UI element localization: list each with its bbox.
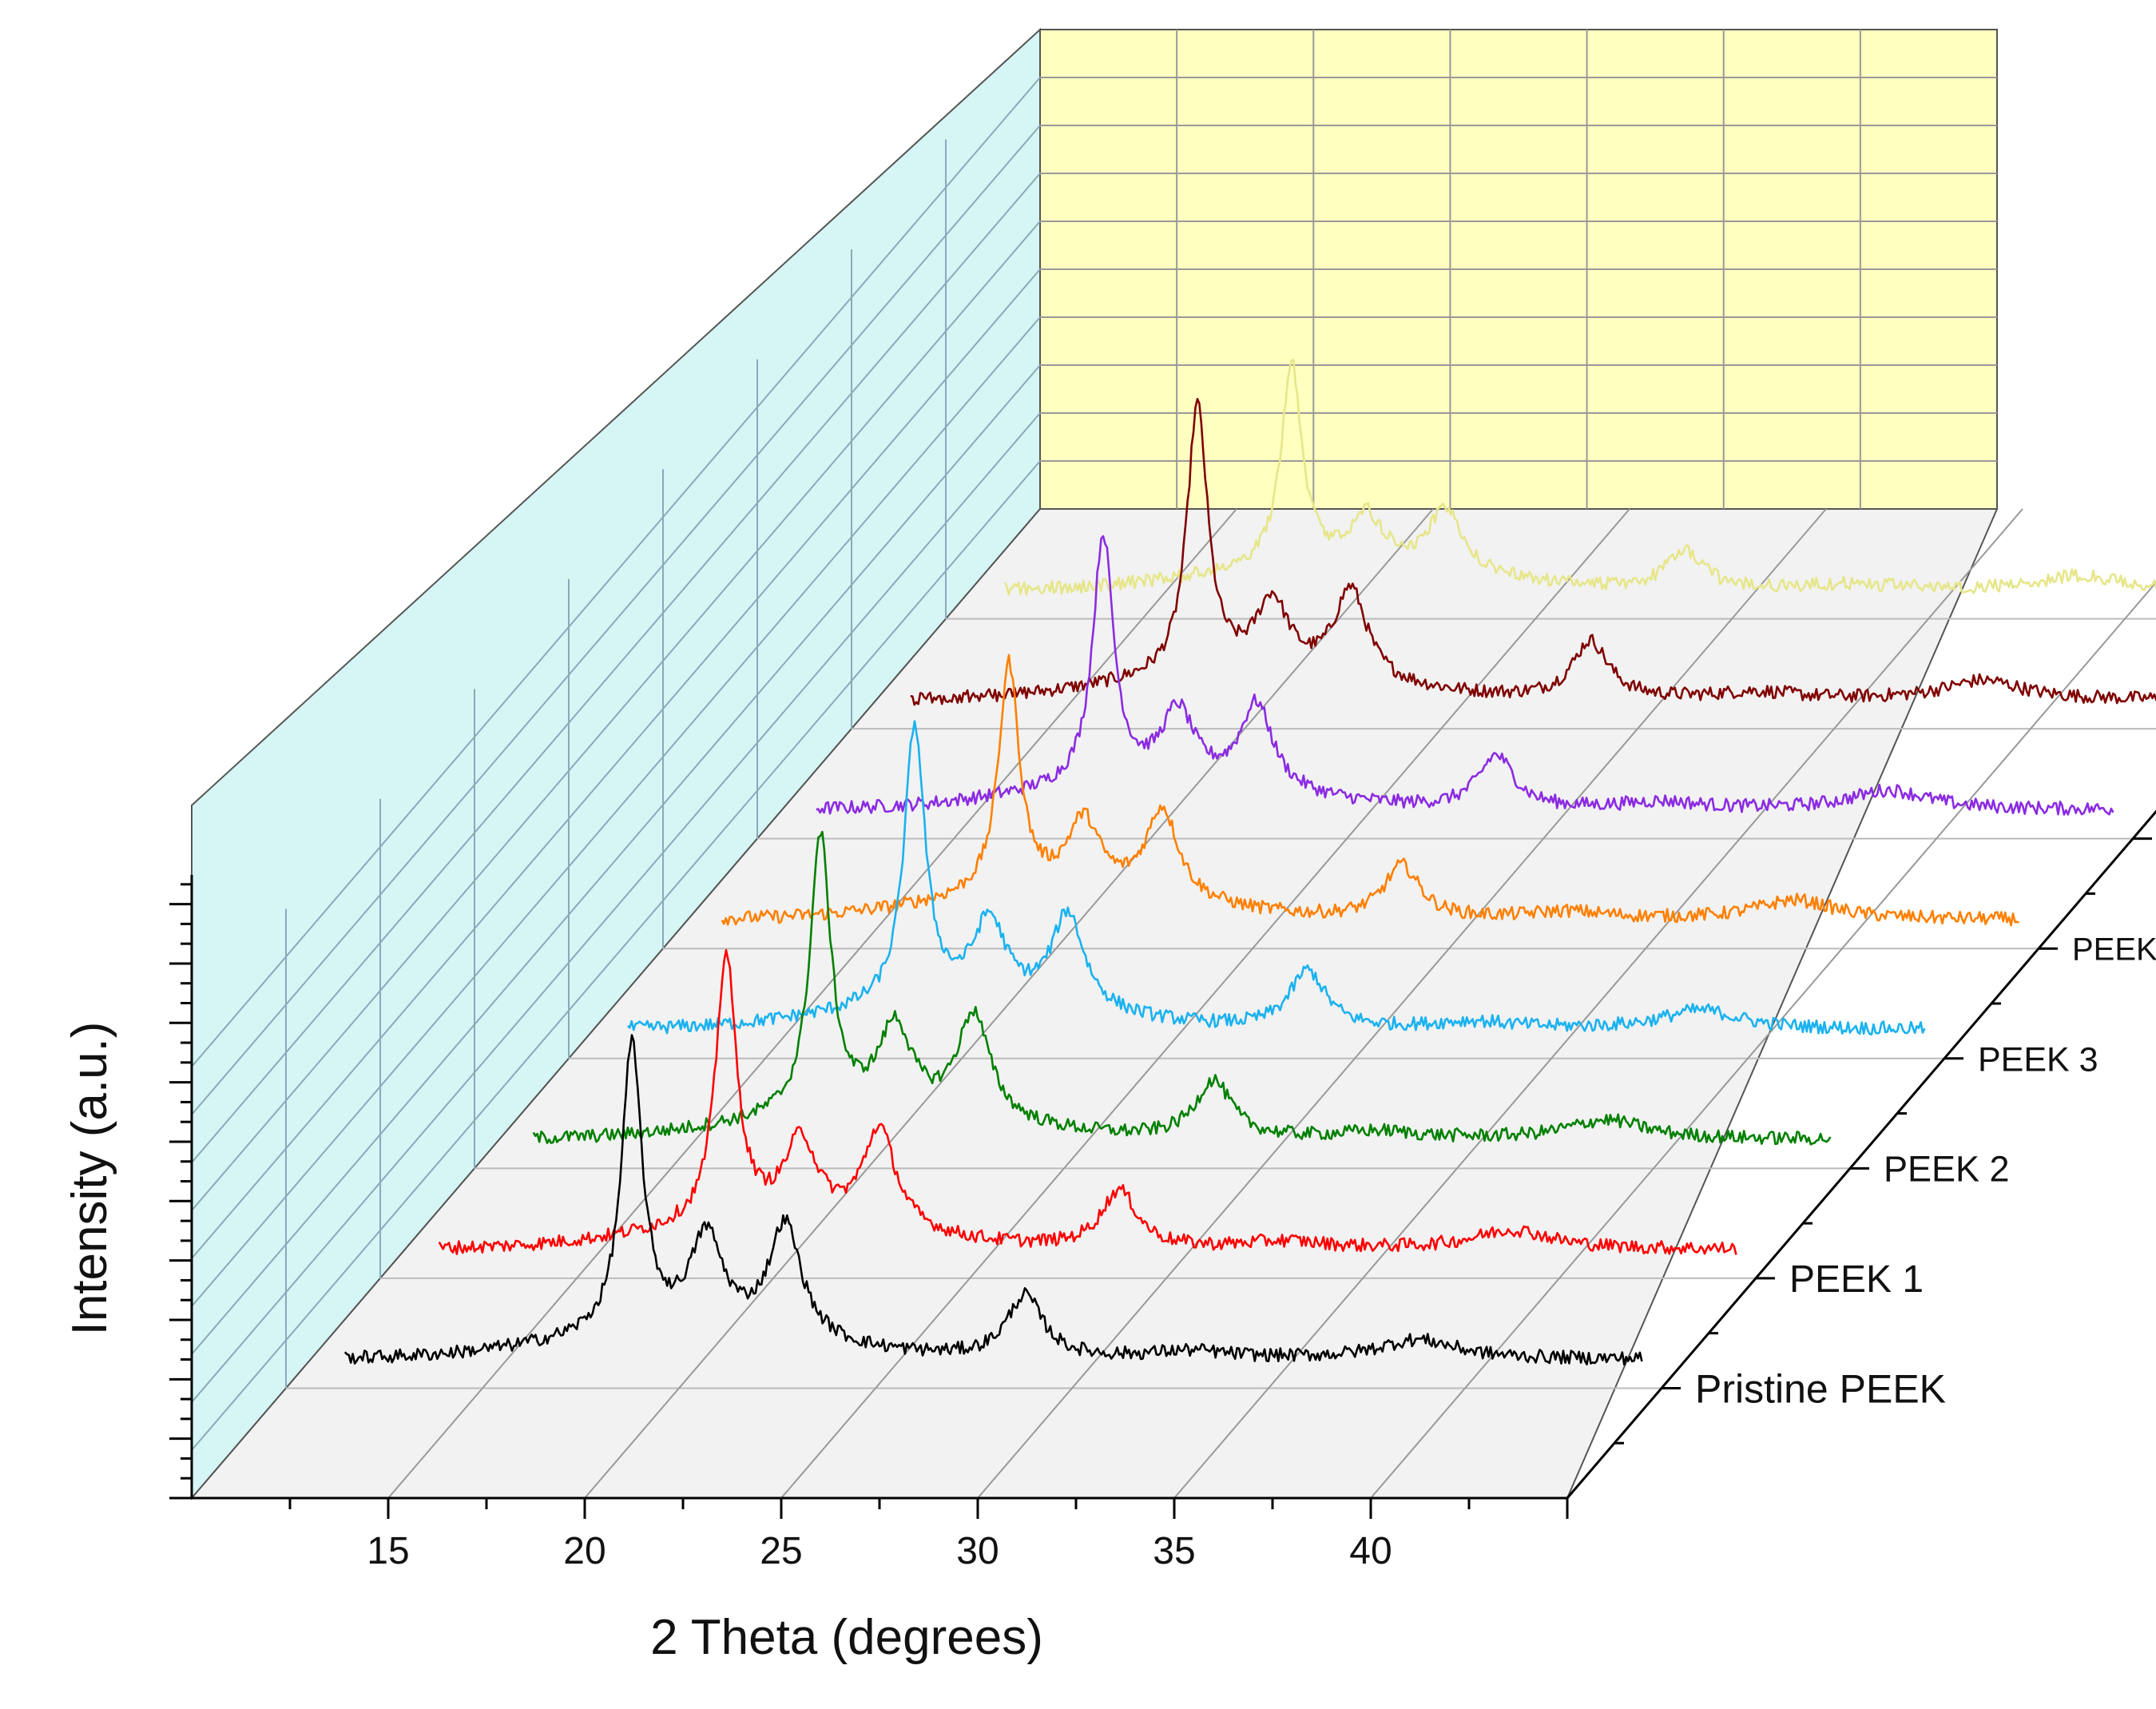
series-layer xyxy=(343,359,2156,1366)
x-tick-label: 20 xyxy=(563,1530,606,1572)
series-label-peek-4: PEEK 4 xyxy=(2072,932,2156,968)
floor-gridline xyxy=(387,508,1237,1499)
side-wall-gridline xyxy=(191,221,1041,1211)
floor-gridline xyxy=(584,508,1434,1499)
series-label-pristine-peek: Pristine PEEK xyxy=(1695,1366,1946,1411)
series-line-peek-4 xyxy=(721,654,2019,927)
side-wall-gridline xyxy=(191,412,1041,1403)
x-tick-label: 30 xyxy=(956,1530,999,1572)
grid-layer xyxy=(191,30,1997,1451)
x-tick-label: 25 xyxy=(760,1530,802,1572)
series-line-pristine-peek xyxy=(343,1034,1643,1366)
x-tick-label: 35 xyxy=(1153,1530,1195,1572)
series-line-peek-1 xyxy=(438,948,1737,1255)
series-label-peek-1: PEEK 1 xyxy=(1789,1258,1924,1301)
axis-layer: 15 20 25 30 35 40 2 Theta (degrees) Intensity (… xyxy=(62,809,2156,1665)
x-tick-label: 15 xyxy=(367,1530,409,1572)
side-wall-gridline xyxy=(191,268,1041,1259)
series-line-peek-7 xyxy=(1003,359,2156,596)
floor-gridline xyxy=(1173,508,2023,1499)
side-wall-gridline xyxy=(191,125,1041,1115)
series-line-peek-3 xyxy=(626,720,1926,1036)
y-axis-title: Intensity (a.u.) xyxy=(62,1022,117,1336)
series-line-peek-6 xyxy=(910,398,2156,706)
series-label-peek-2: PEEK 2 xyxy=(1884,1149,2010,1190)
side-wall-gridline xyxy=(191,364,1041,1355)
side-wall-gridline xyxy=(191,460,1041,1451)
floor-lines xyxy=(286,508,2156,1499)
series-label-peek-3: PEEK 3 xyxy=(1978,1040,2098,1079)
floor-gridline xyxy=(977,508,1827,1499)
side-wall-gridline xyxy=(191,173,1041,1163)
series-line-peek-5 xyxy=(816,535,2114,816)
side-wall-gridline xyxy=(191,316,1041,1307)
series-line-peek-2 xyxy=(532,830,1832,1146)
side-wall-gridline xyxy=(191,77,1041,1067)
floor-gridline xyxy=(1370,581,2156,1499)
x-tick-label: 40 xyxy=(1349,1530,1392,1572)
x-axis-title: 2 Theta (degrees) xyxy=(650,1610,1043,1665)
floor-gridline xyxy=(780,508,1630,1499)
